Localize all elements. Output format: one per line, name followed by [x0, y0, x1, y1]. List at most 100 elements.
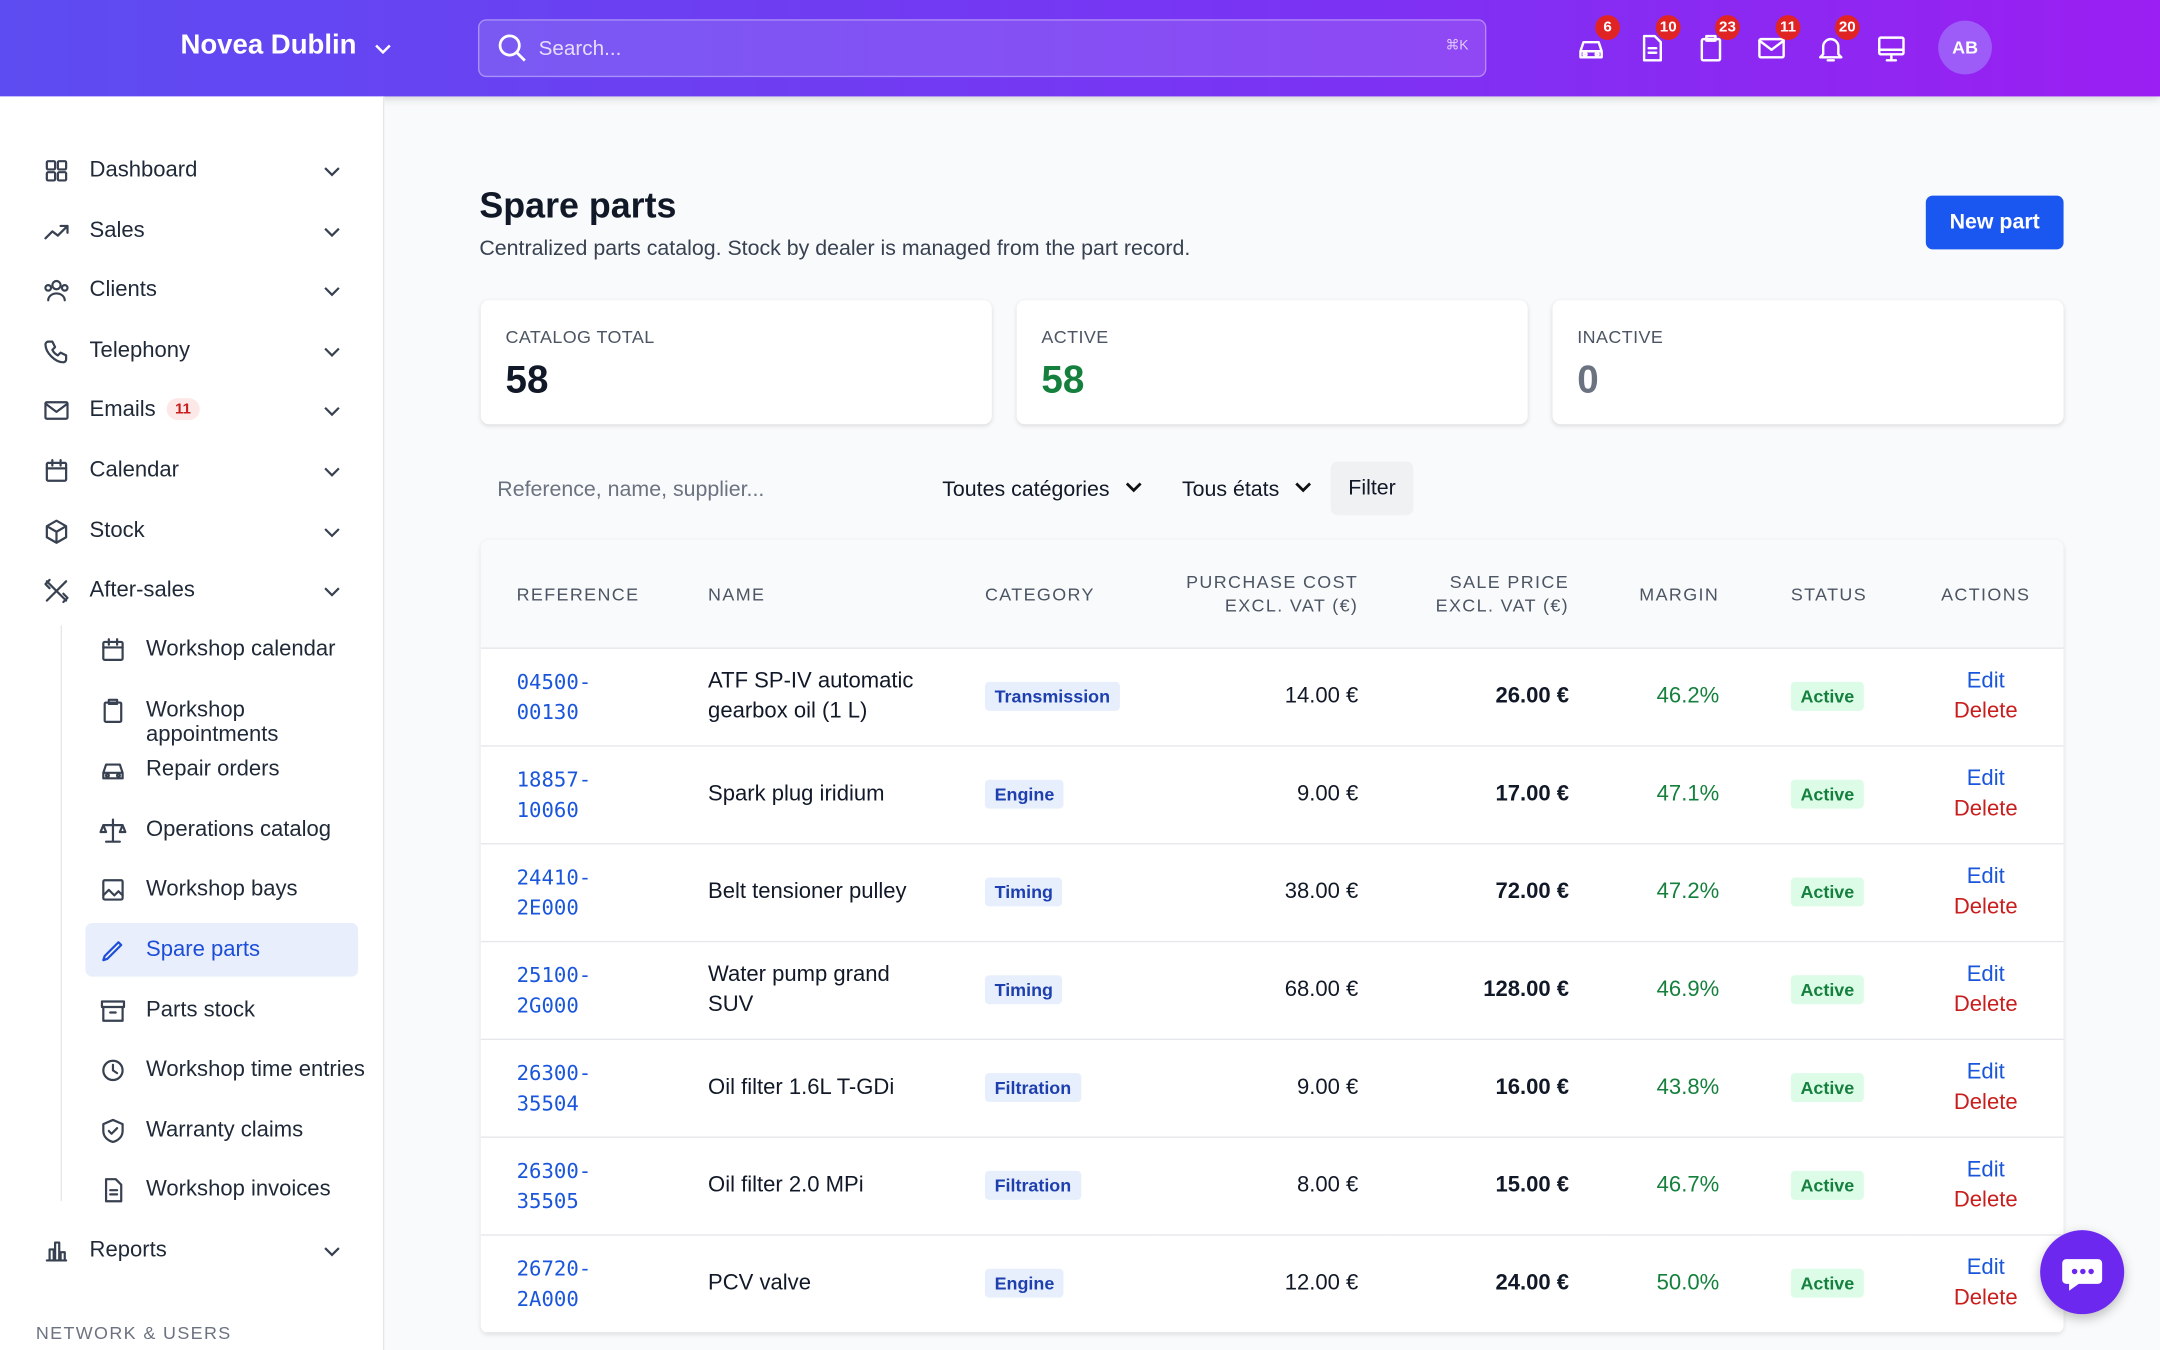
chat-button[interactable] [2040, 1230, 2125, 1315]
chevron [324, 587, 340, 597]
icon [102, 763, 124, 780]
nav-item[interactable]: Sales [0, 203, 383, 258]
reference-link[interactable]: 18857-10060 [516, 767, 592, 823]
nav-item[interactable]: Stock [0, 504, 383, 559]
purchase-cost: 9.00 € [1157, 1039, 1392, 1138]
margin: 46.7% [1602, 1137, 1753, 1236]
sub-nav-item[interactable]: Operations catalog [0, 803, 383, 858]
section-label: NETWORK & USERS [35, 1322, 232, 1344]
new-part-button[interactable]: New part [1925, 195, 2064, 250]
sub-nav-item[interactable]: Repair orders [0, 743, 383, 798]
nav-label: Workshop time entries [146, 1058, 365, 1082]
status-badge: Active [1790, 779, 1864, 809]
icon [102, 1059, 124, 1082]
state-select[interactable]: Tous états [1182, 478, 1312, 503]
sub-nav-item[interactable]: Workshop time entries [0, 1043, 383, 1098]
delete-link[interactable]: Delete [1953, 1188, 2018, 1213]
column-header: STATUS [1752, 539, 1908, 649]
reference-cell: 25100-2G000 [480, 941, 675, 1041]
nav-item[interactable]: Reports [0, 1223, 383, 1278]
sub-nav-item[interactable]: Warranty claims [0, 1103, 383, 1158]
reference-link[interactable]: 04500-00130 [516, 669, 592, 725]
table-row: 18857-10060 Spark plug iridium Engine 9.00 … [480, 745, 2064, 845]
stat-card: INACTIVE 0 [1552, 300, 2064, 425]
nav-item[interactable]: After-sales [0, 564, 383, 619]
icon [44, 340, 68, 364]
edit-link[interactable]: Edit [1966, 962, 2005, 987]
top-icon[interactable]: 20 [1816, 15, 1860, 63]
nav-item[interactable]: Emails 11 [0, 383, 383, 438]
reference-link[interactable]: 26720-2A000 [516, 1256, 592, 1312]
icon [1818, 37, 1843, 62]
avatar[interactable]: AB [1938, 20, 1992, 75]
icon [1878, 36, 1905, 62]
edit-link[interactable]: Edit [1966, 1060, 2005, 1085]
icon [44, 401, 69, 421]
header-row: REFERENCE NAME CATEGORY PURCHASE COST EXCL.… [480, 539, 2064, 649]
sub-nav-item[interactable]: Workshop invoices [0, 1163, 383, 1218]
top-icon[interactable]: 11 [1756, 15, 1801, 63]
filter-search[interactable]: Reference, name, supplier... [497, 478, 765, 502]
reference-cell: 26720-2A000 [480, 1234, 675, 1334]
status-cell: Active [1752, 941, 1908, 1041]
delete-link[interactable]: Delete [1953, 797, 2018, 822]
icon [45, 519, 68, 544]
chat-icon [2062, 1259, 2103, 1291]
stat-value: 58 [505, 358, 549, 401]
stat-card: ACTIVE 58 [1016, 300, 1528, 425]
edit-link[interactable]: Edit [1966, 865, 2005, 889]
category-select-label: Toutes catégories [942, 478, 1110, 502]
actions-cell: Edit Delete [1907, 745, 2064, 845]
icon [102, 941, 123, 962]
top-icon[interactable]: 6 [1576, 15, 1620, 63]
search-box[interactable]: Search... ⌘K [478, 19, 1487, 78]
top-icon[interactable]: 10 [1637, 15, 1681, 63]
edit-link[interactable]: Edit [1966, 767, 2005, 791]
column-header: SALE PRICE EXCL. VAT (€) [1391, 539, 1603, 649]
table-row: 04500-00130 ATF SP-IV automatic gearbox o… [480, 648, 2064, 747]
nav-item[interactable]: Calendar [0, 444, 383, 499]
reference-link[interactable]: 25100-2G000 [516, 962, 592, 1019]
nav-label: Sales [89, 218, 145, 242]
table-row: 26300-35505 Oil filter 2.0 MPi Filtration 8… [480, 1137, 2064, 1236]
category-select[interactable]: Toutes catégories [942, 478, 1142, 503]
reference-cell: 26300-35505 [480, 1137, 675, 1236]
delete-link[interactable]: Delete [1953, 1091, 2018, 1115]
brand-chevron[interactable] [373, 39, 392, 58]
category-badge: Timing [984, 975, 1063, 1005]
edit-link[interactable]: Edit [1966, 669, 2005, 693]
filter-button[interactable]: Filter [1330, 461, 1414, 516]
sub-nav-item[interactable]: Workshop calendar [0, 623, 383, 678]
brand[interactable]: Novea Dublin [180, 30, 357, 61]
name-cell: Oil filter 1.6L T-GDi [674, 1039, 951, 1138]
reference-link[interactable]: 24410-2E000 [516, 865, 592, 921]
name-cell: Water pump grand SUV [674, 941, 951, 1041]
delete-link[interactable]: Delete [1953, 993, 2018, 1017]
sub-nav-item[interactable]: Parts stock [0, 983, 383, 1038]
nav-item[interactable]: Dashboard [0, 143, 383, 198]
nav-label: Telephony [89, 338, 191, 363]
nav-label: Workshop appointments [146, 697, 279, 747]
top-icon[interactable]: 23 [1696, 15, 1740, 63]
edit-link[interactable]: Edit [1966, 1158, 2005, 1182]
sale-price: 72.00 € [1391, 843, 1603, 943]
nav-item[interactable]: Clients [0, 263, 383, 318]
reference-link[interactable]: 26300-35505 [516, 1158, 592, 1214]
icon [45, 1241, 68, 1262]
top-icon[interactable] [1876, 33, 1906, 63]
edit-link[interactable]: Edit [1966, 1256, 2005, 1280]
sub-nav-item[interactable]: Spare parts [0, 922, 383, 978]
delete-link[interactable]: Delete [1953, 1286, 2018, 1311]
nav-label: Workshop bays [146, 878, 298, 902]
icon [99, 818, 127, 843]
sale-price: 128.00 € [1391, 941, 1603, 1041]
reference-link[interactable]: 26300-35504 [516, 1060, 592, 1116]
column-header: ACTIONS [1907, 539, 2064, 649]
delete-link[interactable]: Delete [1953, 699, 2018, 724]
nav-item[interactable]: Telephony [0, 323, 383, 378]
chevron [324, 527, 340, 537]
sub-nav-item[interactable]: Workshop bays [0, 863, 383, 918]
sub-nav-item[interactable]: Workshop appointments [0, 683, 383, 746]
sale-price: 15.00 € [1391, 1137, 1603, 1236]
delete-link[interactable]: Delete [1953, 895, 2018, 919]
